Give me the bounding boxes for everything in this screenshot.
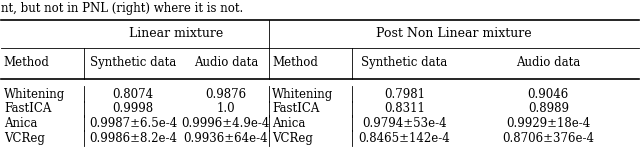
- Text: Post Non Linear mixture: Post Non Linear mixture: [376, 27, 532, 40]
- Text: 1.0: 1.0: [216, 102, 235, 115]
- Text: 0.9046: 0.9046: [527, 88, 569, 101]
- Text: Method: Method: [272, 56, 318, 69]
- Text: 0.9996±4.9e-4: 0.9996±4.9e-4: [182, 117, 270, 130]
- Text: 0.8074: 0.8074: [113, 88, 154, 101]
- Text: 0.9929±18e-4: 0.9929±18e-4: [506, 117, 591, 130]
- Text: FastICA: FastICA: [4, 102, 51, 115]
- Text: Synthetic data: Synthetic data: [90, 56, 177, 69]
- Text: Whitening: Whitening: [272, 88, 333, 101]
- Text: 0.8989: 0.8989: [528, 102, 569, 115]
- Text: VCReg: VCReg: [272, 132, 313, 145]
- Text: VCReg: VCReg: [4, 132, 45, 145]
- Text: 0.9936±64e-4: 0.9936±64e-4: [184, 132, 268, 145]
- Text: FastICA: FastICA: [272, 102, 319, 115]
- Text: nt, but not in PNL (right) where it is not.: nt, but not in PNL (right) where it is n…: [1, 2, 243, 15]
- Text: 0.7981: 0.7981: [384, 88, 425, 101]
- Text: 0.9986±8.2e-4: 0.9986±8.2e-4: [89, 132, 177, 145]
- Text: 0.8706±376e-4: 0.8706±376e-4: [502, 132, 595, 145]
- Text: Synthetic data: Synthetic data: [362, 56, 448, 69]
- Text: 0.8311: 0.8311: [384, 102, 425, 115]
- Text: Linear mixture: Linear mixture: [129, 27, 223, 40]
- Text: Anica: Anica: [4, 117, 37, 130]
- Text: Audio data: Audio data: [194, 56, 258, 69]
- Text: 0.9876: 0.9876: [205, 88, 246, 101]
- Text: 0.9998: 0.9998: [113, 102, 154, 115]
- Text: Method: Method: [4, 56, 50, 69]
- Text: 0.9794±53e-4: 0.9794±53e-4: [362, 117, 447, 130]
- Text: Anica: Anica: [272, 117, 305, 130]
- Text: Whitening: Whitening: [4, 88, 65, 101]
- Text: 0.8465±142e-4: 0.8465±142e-4: [359, 132, 451, 145]
- Text: 0.9987±6.5e-4: 0.9987±6.5e-4: [89, 117, 177, 130]
- Text: Audio data: Audio data: [516, 56, 580, 69]
